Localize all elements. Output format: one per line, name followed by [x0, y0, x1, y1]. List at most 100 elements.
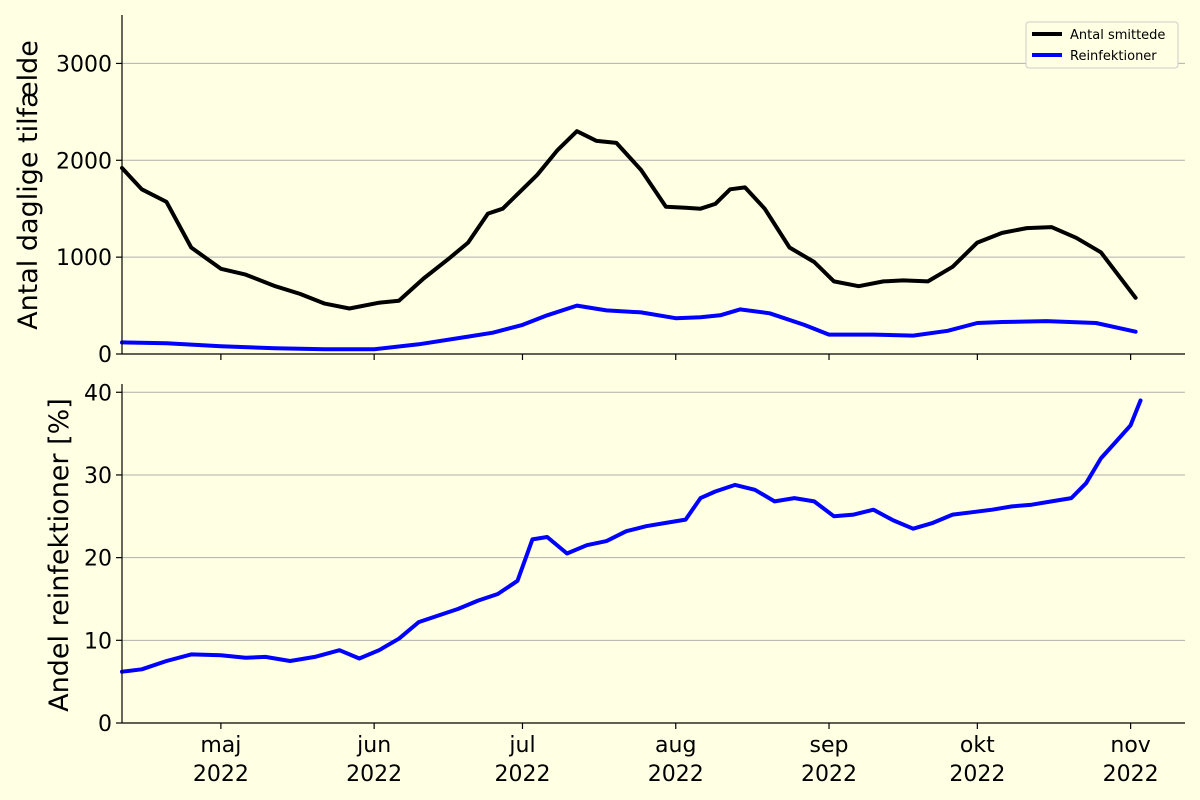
- data-point-antal-smittede: [901, 278, 905, 282]
- x-tick-year-label: 2022: [494, 762, 550, 787]
- y-tick-label: 1000: [56, 246, 112, 271]
- data-point-reinfektioner: [164, 341, 169, 345]
- x-tick-month-label: jul: [508, 733, 535, 758]
- data-point-reinfektioner: [639, 310, 643, 314]
- data-point-reinfektioner: [718, 313, 722, 317]
- data-point-antal-smittede: [219, 267, 223, 271]
- data-point-reinfektioner: [827, 333, 831, 337]
- data-point-antal-smittede: [244, 273, 248, 277]
- data-point-reinfektioner: [273, 346, 277, 350]
- data-point-reinfektioner: [738, 307, 742, 311]
- data-point-antal-smittede: [1025, 226, 1029, 230]
- data-point-antal-smittede: [140, 187, 144, 191]
- x-tick-year-label: 2022: [346, 762, 402, 787]
- data-point-reinfektioner: [975, 321, 979, 325]
- bottom-series-lines: [120, 398, 1143, 674]
- data-point-reinfektioner: [674, 316, 678, 320]
- data-point-reinfektioner: [871, 333, 876, 337]
- data-point-antal-smittede: [1099, 250, 1103, 254]
- data-point-reinfektioner: [946, 329, 950, 333]
- bottom-y-axis-title: Andel reinfektioner [%]: [44, 398, 75, 712]
- data-point-antal-smittede: [377, 301, 381, 305]
- data-point-antal-smittede: [664, 205, 668, 209]
- data-point-reinfektioner: [698, 315, 703, 319]
- data-point-antal-smittede: [1074, 236, 1078, 240]
- data-point-antal-smittede: [273, 284, 277, 288]
- data-point-antal-smittede: [535, 173, 539, 177]
- data-point-reinfektioner: [323, 347, 327, 351]
- y-tick-label: 0: [98, 712, 112, 737]
- data-point-antal-smittede: [501, 207, 505, 211]
- data-point-reinfektioner: [545, 313, 549, 317]
- y-tick-label: 10: [84, 629, 112, 654]
- data-point-antal-smittede: [1000, 231, 1004, 235]
- series-line-reinfektioner: [120, 398, 1143, 674]
- data-point-reinfektioner: [417, 342, 421, 346]
- top-x-ticks: [220, 354, 1132, 360]
- data-point-antal-smittede: [728, 187, 732, 191]
- x-tick-month-label: sep: [810, 733, 849, 758]
- top-y-axis-title: Antal daglige tilfælde: [13, 40, 44, 330]
- data-point-antal-smittede: [614, 141, 619, 145]
- data-point-antal-smittede: [698, 207, 703, 211]
- series-line-antal-smittede: [120, 129, 1138, 311]
- data-point-antal-smittede: [639, 168, 643, 172]
- bottom-y-ticks: 0 10 20 30 40: [84, 381, 122, 737]
- x-tick-month-label: nov: [1110, 733, 1150, 758]
- y-tick-label: 20: [84, 547, 112, 572]
- legend: Antal smittede Reinfektioner: [1025, 21, 1179, 69]
- data-point-antal-smittede: [575, 129, 579, 133]
- data-point-antal-smittede: [446, 257, 450, 261]
- y-tick-label: 30: [84, 464, 112, 489]
- data-point-reinfektioner: [575, 304, 579, 308]
- data-point-antal-smittede: [763, 207, 767, 211]
- y-tick-label: 40: [84, 381, 112, 406]
- data-point-reinfektioner: [802, 323, 806, 327]
- data-point-antal-smittede: [743, 185, 747, 189]
- data-point-antal-smittede: [832, 279, 836, 283]
- y-tick-label: 3000: [56, 52, 112, 77]
- data-point-antal-smittede: [857, 284, 861, 288]
- legend-label-antal-smittede: Antal smittede: [1070, 28, 1165, 43]
- data-point-reinfektioner: [604, 308, 609, 312]
- bottom-x-ticks: maj 2022 jun 2022 jul 2022 aug 2022 sep 2022 okt 20…: [193, 723, 1159, 787]
- data-point-reinfektioner: [1000, 320, 1004, 324]
- x-tick-year-label: 2022: [801, 762, 857, 787]
- x-tick-month-label: okt: [960, 733, 995, 758]
- top-series-lines: [120, 129, 1138, 352]
- data-point-antal-smittede: [466, 241, 470, 245]
- x-tick-year-label: 2022: [648, 762, 704, 787]
- data-point-antal-smittede: [397, 299, 401, 303]
- legend-label-reinfektioner: Reinfektioner: [1070, 49, 1157, 64]
- x-tick-month-label: maj: [200, 733, 241, 758]
- data-point-antal-smittede: [422, 276, 426, 281]
- data-point-antal-smittede: [555, 149, 559, 153]
- top-gridlines: [122, 62, 1185, 258]
- data-point-reinfektioner: [768, 311, 772, 315]
- reinfection-share-panel: 0 10 20 30 40 maj 2022 jun 2022 jul 2022 aug 2022 se…: [44, 381, 1185, 787]
- data-point-antal-smittede: [713, 202, 717, 206]
- data-point-antal-smittede: [595, 139, 599, 143]
- data-point-antal-smittede: [975, 241, 979, 245]
- y-tick-label: 2000: [56, 149, 112, 174]
- data-point-antal-smittede: [515, 192, 520, 196]
- x-tick-year-label: 2022: [1103, 762, 1159, 787]
- data-point-antal-smittede: [189, 245, 193, 250]
- bottom-gridlines: [122, 391, 1185, 641]
- data-point-antal-smittede: [881, 279, 886, 283]
- data-point-antal-smittede: [787, 245, 792, 250]
- data-point-antal-smittede: [684, 206, 688, 210]
- data-point-reinfektioner: [466, 335, 470, 339]
- x-tick-month-label: aug: [655, 733, 696, 758]
- data-point-antal-smittede: [926, 279, 930, 283]
- data-point-antal-smittede: [1049, 225, 1054, 229]
- data-point-reinfektioner: [491, 331, 495, 335]
- data-point-reinfektioner: [1134, 330, 1138, 334]
- data-point-antal-smittede: [812, 260, 816, 264]
- x-tick-year-label: 2022: [193, 762, 249, 787]
- data-point-antal-smittede: [951, 265, 955, 269]
- x-tick-year-label: 2022: [949, 762, 1005, 787]
- data-point-antal-smittede: [164, 200, 169, 204]
